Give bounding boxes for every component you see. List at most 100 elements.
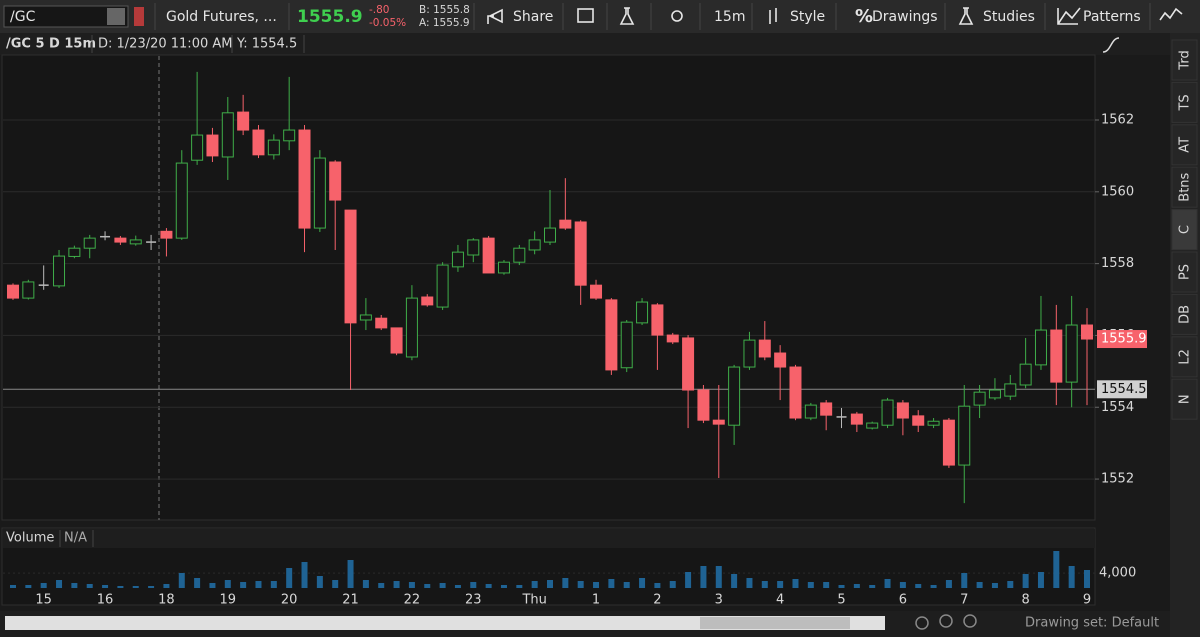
link-badge[interactable] xyxy=(134,7,144,26)
side-tab[interactable] xyxy=(1171,336,1198,378)
volume-bar xyxy=(1053,551,1060,588)
side-tab-label[interactable]: Trd xyxy=(1178,50,1193,70)
candle-body xyxy=(1050,329,1063,383)
x-tick-label: 4 xyxy=(776,593,784,608)
candle-body xyxy=(283,129,296,142)
side-tab-label[interactable]: Btns xyxy=(1178,172,1193,201)
candle-body xyxy=(528,239,541,251)
volume-bar xyxy=(899,582,906,588)
volume-bar xyxy=(639,578,646,588)
volume-bar xyxy=(117,586,124,588)
side-tab-label[interactable]: AT xyxy=(1178,137,1193,153)
candle-body xyxy=(237,111,250,131)
candle-body xyxy=(298,129,311,229)
candle-body xyxy=(559,219,572,229)
candle-body xyxy=(1034,329,1047,366)
drawing-set: Drawing set: Default xyxy=(1025,616,1159,631)
side-tab-label[interactable]: DB xyxy=(1178,305,1193,324)
candle-body xyxy=(666,334,679,343)
side-tab[interactable] xyxy=(1171,209,1198,251)
symbol: /GC xyxy=(10,9,36,25)
scrollbar[interactable] xyxy=(5,616,885,630)
description: Gold Futures, ... xyxy=(166,9,277,25)
toolbar-button[interactable]: Drawings xyxy=(872,9,938,25)
candle-body xyxy=(497,261,510,274)
side-tab[interactable] xyxy=(1171,293,1198,335)
candle-body xyxy=(942,419,955,466)
side-tab-label[interactable]: C xyxy=(1178,225,1193,234)
candle-body xyxy=(421,296,434,306)
symbol-dropdown[interactable] xyxy=(107,8,125,25)
x-tick-label: 1 xyxy=(592,593,600,608)
x-tick-label: 20 xyxy=(281,593,298,608)
candle-body xyxy=(682,337,695,391)
candle-body xyxy=(375,317,388,329)
x-tick-label: 2 xyxy=(653,593,661,608)
volume-header xyxy=(3,529,1095,548)
side-bar xyxy=(1170,33,1200,637)
volume-bar xyxy=(316,576,323,588)
bid: B: 1555.8 xyxy=(419,4,470,16)
candle-body xyxy=(83,237,96,249)
side-tab[interactable] xyxy=(1171,39,1198,81)
volume-subtitle: N/A xyxy=(64,531,87,546)
volume-bar xyxy=(408,582,415,588)
candle-body xyxy=(390,327,403,354)
x-tick-label: 3 xyxy=(715,593,723,608)
side-tab-label[interactable]: N xyxy=(1178,394,1193,404)
candle-body xyxy=(774,352,787,368)
side-tab[interactable] xyxy=(1171,378,1198,420)
candle-body xyxy=(651,304,664,336)
candle-body xyxy=(482,237,495,274)
volume-bar xyxy=(961,573,968,588)
volume-bar xyxy=(1037,572,1044,588)
x-tick-label: 18 xyxy=(158,593,175,608)
candle-body xyxy=(758,339,771,358)
side-tabs: Trd TS AT Btns C PS DB L2 N xyxy=(1171,39,1198,420)
candle-body xyxy=(221,112,234,158)
volume-bar xyxy=(593,582,600,588)
side-tab[interactable] xyxy=(1171,166,1198,208)
side-tab-label[interactable]: PS xyxy=(1178,264,1193,280)
candle-body xyxy=(129,239,142,245)
volume-bar xyxy=(1084,570,1090,588)
candle-body xyxy=(160,230,173,239)
toolbar-button[interactable]: Style xyxy=(790,9,825,25)
volume-bar xyxy=(178,573,185,588)
candle-body xyxy=(712,419,725,425)
toolbar-button[interactable]: 15m xyxy=(714,9,745,25)
candle-body xyxy=(804,404,817,419)
volume-bar xyxy=(869,585,876,588)
volume-bar xyxy=(240,582,247,588)
side-tab[interactable] xyxy=(1171,251,1198,293)
price-panel xyxy=(1,54,1096,521)
toolbar-button[interactable]: Patterns xyxy=(1083,9,1141,25)
volume-bar xyxy=(56,580,63,588)
candle-body xyxy=(574,221,587,286)
scroll-thumb[interactable] xyxy=(700,617,850,629)
side-tab[interactable] xyxy=(1171,81,1198,123)
candle-body xyxy=(114,237,127,243)
side-tab-label[interactable]: TS xyxy=(1178,94,1193,111)
candle-body xyxy=(743,339,756,368)
symbol-box[interactable] xyxy=(3,5,129,28)
volume-bar xyxy=(915,584,922,588)
volume-bar xyxy=(547,580,553,588)
last-price: 1555.9 xyxy=(297,7,363,27)
candle-body xyxy=(1019,363,1032,386)
crosshair-y: Y: 1554.5 xyxy=(236,37,297,52)
volume-bar xyxy=(976,582,983,588)
candle-body xyxy=(329,161,342,201)
side-tab[interactable] xyxy=(1171,124,1198,166)
volume-bar xyxy=(485,584,492,588)
volume-bar xyxy=(823,582,830,588)
side-tab-label[interactable]: L2 xyxy=(1178,349,1193,365)
toolbar-separators xyxy=(154,3,1151,30)
volume-bar xyxy=(1068,566,1075,588)
x-tick-label: 19 xyxy=(220,593,237,608)
toolbar-button[interactable]: Studies xyxy=(983,9,1035,25)
toolbar-button[interactable]: Share xyxy=(513,9,553,25)
volume-bar xyxy=(853,584,860,588)
x-tick-label: 8 xyxy=(1021,593,1029,608)
volume-bar xyxy=(807,582,814,588)
